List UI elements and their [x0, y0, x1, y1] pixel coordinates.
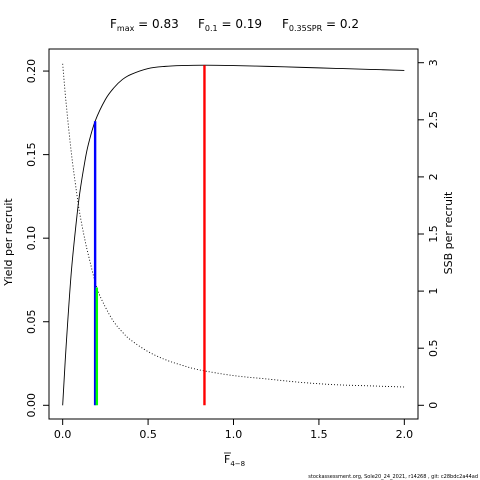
title-f035spr: F0.35SPR = 0.2: [282, 17, 359, 33]
chart-title: Fmax = 0.83 F0.1 = 0.19 F0.35SPR = 0.2: [110, 17, 359, 33]
x-axis-title: F4−8: [224, 453, 245, 468]
reference-lines: [93, 65, 206, 406]
ssb-per-recruit-line: [62, 63, 405, 388]
y-left-tick-label: 0.10: [25, 226, 38, 251]
y-right-tick-label: 2.5: [427, 111, 440, 128]
x-tick-label: 2.0: [396, 428, 414, 441]
title-fmax: Fmax = 0.83: [110, 17, 179, 33]
y-right-tick-label: 2: [427, 173, 440, 180]
title-f01: F0.1 = 0.19: [198, 17, 262, 33]
y-right-axis-title: SSB per recruit: [442, 191, 455, 274]
x-tick-label: 1.0: [225, 428, 243, 441]
x-tick-label: 1.5: [310, 428, 328, 441]
axes: 0.0 0.5 1.0 1.5 2.0 0.00 0.05 0.10 0.15 0.20 0 0.5 1…: [25, 59, 440, 441]
y-left-tick-label: 0.15: [25, 142, 38, 167]
y-right-tick-label: 3: [427, 59, 440, 66]
y-right-tick-label: 0: [427, 402, 440, 409]
y-left-tick-label: 0.20: [25, 59, 38, 84]
x-tick-label: 0.5: [139, 428, 157, 441]
x-tick-label: 0.0: [54, 428, 72, 441]
y-left-tick-label: 0.00: [25, 393, 38, 418]
y-right-tick-label: 1.5: [427, 225, 440, 243]
yield-per-recruit-line: [62, 64, 405, 406]
series: [62, 63, 405, 406]
y-right-tick-label: 0.5: [427, 339, 440, 357]
y-left-axis-title: Yield per recruit: [2, 198, 15, 287]
y-right-tick-label: 1: [427, 288, 440, 295]
footer-note: stockassessment.org, Sole20_24_2021, r14…: [308, 474, 478, 480]
plot-frame: [48, 48, 419, 420]
y-left-tick-label: 0.05: [25, 309, 38, 334]
